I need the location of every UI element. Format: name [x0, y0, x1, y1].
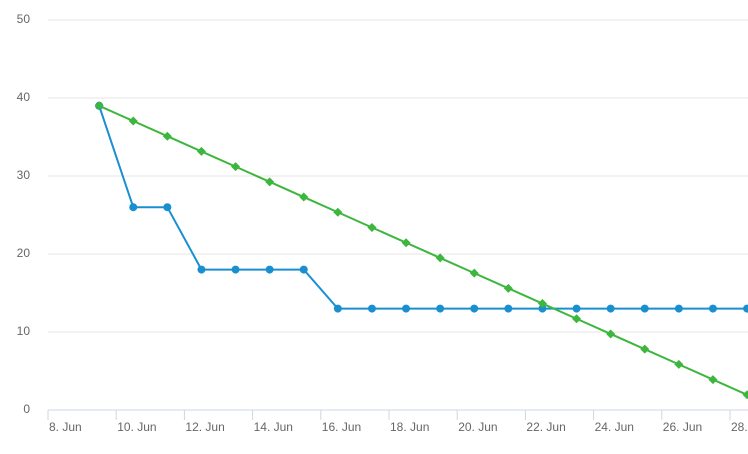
point [333, 207, 343, 217]
point [743, 304, 748, 313]
x-tick-label: 28. Jun [731, 420, 748, 434]
y-tick-label: 40 [17, 90, 31, 104]
point [640, 304, 649, 313]
point [231, 162, 241, 172]
point [162, 131, 172, 141]
x-tick-label: 22. Jun [526, 420, 565, 434]
point [470, 304, 479, 313]
point [299, 192, 309, 202]
point [606, 329, 616, 339]
point [469, 268, 479, 278]
x-tick-label: 24. Jun [595, 420, 634, 434]
x-tick-label: 18. Jun [390, 420, 429, 434]
point [674, 304, 683, 313]
point [572, 314, 582, 324]
point [265, 177, 275, 187]
y-tick-label: 30 [17, 168, 31, 182]
point [231, 265, 240, 274]
point [537, 299, 547, 309]
point [674, 359, 684, 369]
point [504, 304, 513, 313]
point [606, 304, 615, 313]
x-tick-label: 20. Jun [458, 420, 497, 434]
point [197, 265, 206, 274]
point [572, 304, 581, 313]
point [401, 238, 411, 248]
point [299, 265, 308, 274]
point [94, 101, 104, 111]
point [367, 304, 376, 313]
point [435, 253, 445, 263]
point [436, 304, 445, 313]
point [367, 222, 377, 232]
x-tick-label: 8. Jun [49, 420, 82, 434]
x-tick-label: 10. Jun [117, 420, 156, 434]
y-tick-label: 10 [17, 324, 31, 338]
point [640, 344, 650, 354]
point [708, 304, 717, 313]
x-tick-label: 26. Jun [663, 420, 702, 434]
point [708, 375, 718, 385]
point [129, 203, 138, 212]
x-tick-label: 16. Jun [322, 420, 361, 434]
y-tick-label: 0 [23, 402, 30, 416]
y-tick-label: 20 [17, 246, 31, 260]
point [128, 116, 138, 126]
series-line [98, 105, 748, 310]
point [196, 146, 206, 156]
y-tick-label: 50 [17, 12, 31, 26]
point [742, 390, 748, 400]
x-tick-label: 12. Jun [185, 420, 224, 434]
point [503, 283, 513, 293]
point [333, 304, 342, 313]
series-line [98, 104, 748, 396]
point [538, 304, 547, 313]
point [163, 203, 172, 212]
point [402, 304, 411, 313]
point [265, 265, 274, 274]
x-tick-label: 14. Jun [254, 420, 293, 434]
